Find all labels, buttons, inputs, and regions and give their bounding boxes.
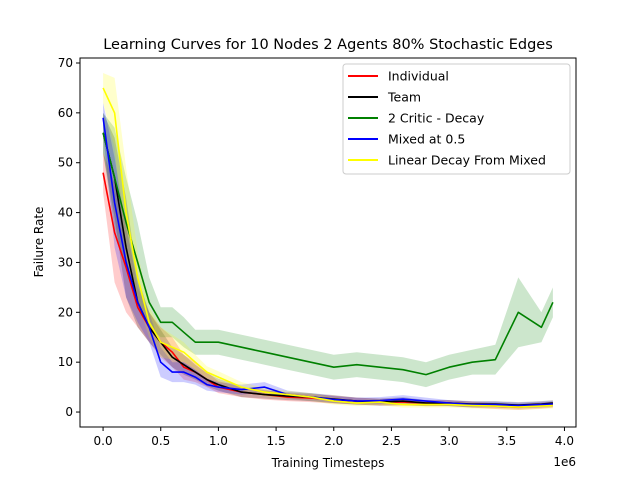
legend-label-1: Team — [387, 90, 421, 105]
x-tick-label: 2.5 — [382, 434, 401, 448]
y-tick-label: 70 — [58, 56, 73, 70]
x-tick-label: 0.5 — [151, 434, 170, 448]
y-tick-label: 20 — [58, 305, 73, 319]
legend: Individual Team 2 Critic - Decay Mixed at 0… — [342, 63, 571, 175]
x-axis-ticks: 0.0 0.5 1.0 1.5 2.0 2.5 3.0 3.5 4.0 — [94, 427, 574, 448]
x-tick-label: 1.0 — [209, 434, 228, 448]
series-lines — [102, 87, 554, 408]
legend-box — [342, 63, 571, 175]
series-line-3 — [102, 117, 553, 407]
y-tick-label: 50 — [58, 156, 73, 170]
x-tick-label: 1.5 — [267, 434, 286, 448]
y-tick-label: 10 — [58, 355, 73, 369]
legend-label-0: Individual — [388, 69, 449, 84]
y-axis-ticks: 0 10 20 30 40 50 60 70 — [58, 56, 80, 419]
series-line-2 — [102, 132, 554, 376]
series-line-4 — [102, 87, 553, 408]
x-tick-label: 3.5 — [497, 434, 516, 448]
x-axis-label: Training Timesteps — [271, 456, 385, 470]
legend-label-2: 2 Critic - Decay — [388, 111, 485, 126]
y-tick-label: 60 — [58, 106, 73, 120]
x-tick-label: 2.0 — [324, 434, 343, 448]
x-axis-offset-label: 1e6 — [553, 455, 576, 469]
legend-label-3: Mixed at 0.5 — [388, 132, 465, 147]
plot-frame — [79, 57, 577, 428]
y-tick-label: 0 — [65, 405, 73, 419]
x-tick-label: 4.0 — [555, 434, 574, 448]
chart-title: Learning Curves for 10 Nodes 2 Agents 80… — [103, 37, 553, 53]
x-tick-label: 3.0 — [440, 434, 459, 448]
y-tick-label: 30 — [58, 255, 73, 269]
legend-label-4: Linear Decay From Mixed — [388, 153, 546, 168]
y-axis-label: Failure Rate — [32, 207, 46, 278]
y-tick-label: 40 — [58, 206, 73, 220]
x-tick-label: 0.0 — [94, 434, 113, 448]
